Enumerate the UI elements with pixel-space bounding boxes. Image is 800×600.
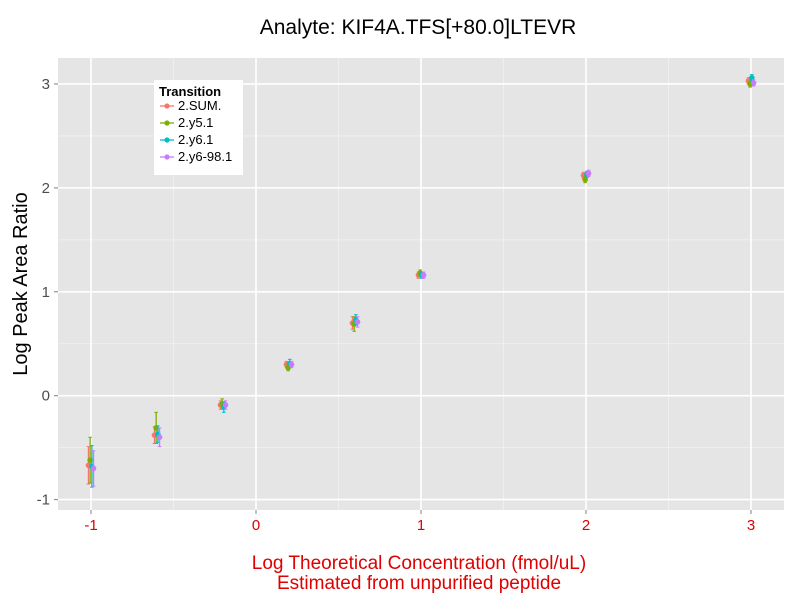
data-point <box>420 272 427 278</box>
legend-label: 2.y6-98.1 <box>178 149 232 164</box>
legend-key-point <box>164 120 170 126</box>
y-axis-label: Log Peak Area Ratio <box>10 192 32 375</box>
chart-title: Analyte: KIF4A.TFS[+80.0]LTEVR <box>260 16 577 39</box>
legend-key-point <box>164 154 170 160</box>
x-axis-ticks: -1 0 1 2 3 <box>84 510 755 534</box>
legend-label: 2.SUM. <box>178 98 221 113</box>
legend-label: 2.y5.1 <box>178 115 213 130</box>
data-point <box>156 434 163 441</box>
y-axis-ticks: -1 0 1 2 3 <box>37 76 58 509</box>
legend-title: Transition <box>159 84 221 99</box>
x-axis-label-line-2: Estimated from unpurified peptide <box>277 573 561 594</box>
data-point <box>750 80 757 86</box>
x-tick-label: 1 <box>417 517 425 534</box>
x-tick-label: -1 <box>84 517 97 534</box>
legend-key-point <box>164 137 170 143</box>
data-point <box>354 319 361 325</box>
y-tick-label: 0 <box>42 388 50 405</box>
x-tick-label: 3 <box>747 517 755 534</box>
series-2.y6-98.1 <box>90 79 757 487</box>
y-tick-label: 3 <box>42 76 50 93</box>
legend-label: 2.y6.1 <box>178 132 213 147</box>
x-axis-label-line-1: Log Theoretical Concentration (fmol/uL) <box>252 553 586 574</box>
grid <box>58 58 784 510</box>
data-point <box>288 361 295 368</box>
legend: Transition 2.SUM. 2.y5.1 2.y6.1 2.y6-98.1 <box>154 80 243 175</box>
data-marks <box>85 74 757 488</box>
data-point <box>749 74 755 81</box>
legend-box <box>154 80 243 175</box>
y-tick-label: 1 <box>42 284 50 301</box>
data-point <box>222 402 229 408</box>
x-tick-label: 2 <box>582 517 590 534</box>
y-tick-label: 2 <box>42 180 50 197</box>
legend-key-point <box>164 103 170 109</box>
data-point <box>585 170 592 177</box>
y-tick-label: -1 <box>37 492 50 509</box>
data-point <box>90 465 97 472</box>
x-tick-label: 0 <box>252 517 260 534</box>
data-point <box>582 176 588 183</box>
